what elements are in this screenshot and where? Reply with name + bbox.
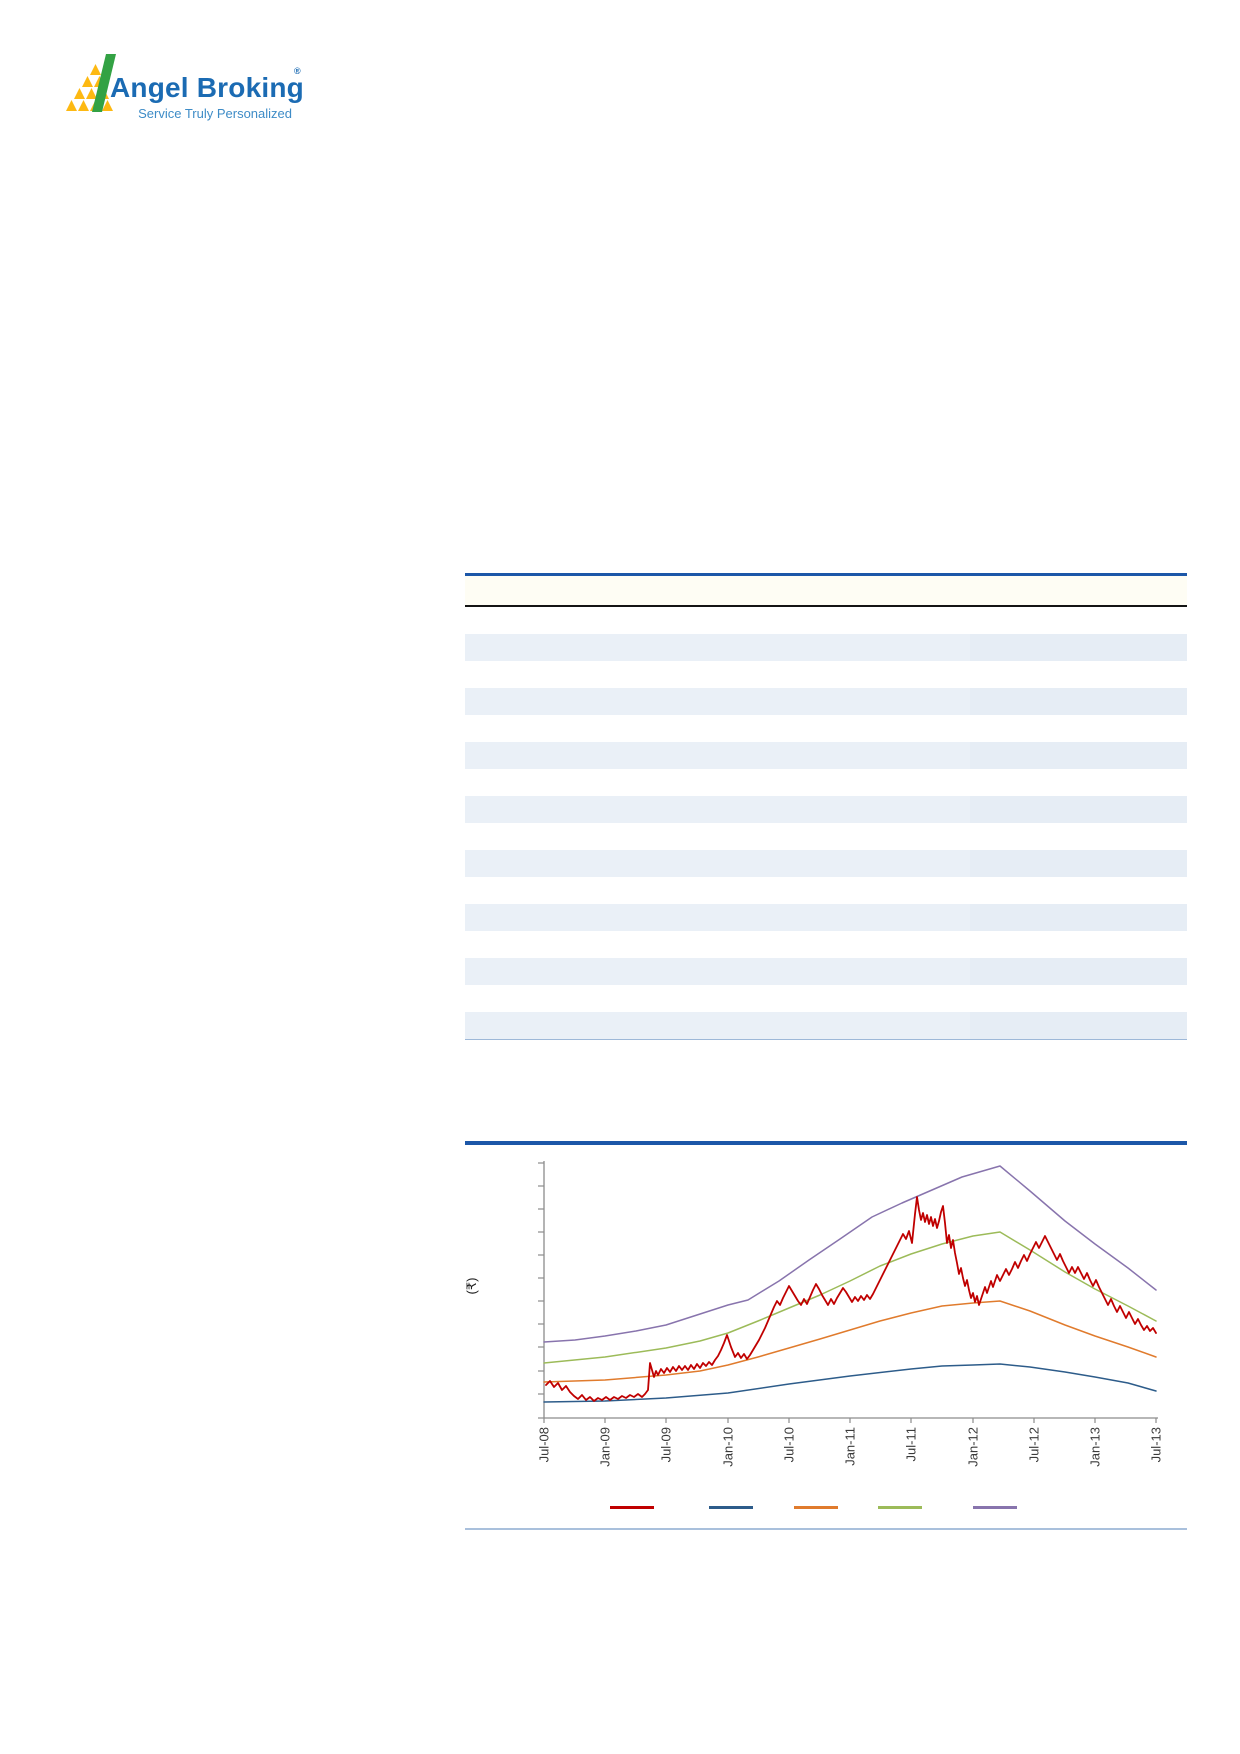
x-tick-label: Jul-12	[1027, 1427, 1042, 1462]
series-price	[545, 1196, 1157, 1402]
table-row	[465, 634, 1187, 661]
table-cell	[465, 904, 971, 931]
table-cell	[970, 985, 1187, 1012]
table-row	[465, 715, 1187, 742]
series-band-upper	[543, 1165, 1157, 1343]
x-tick-label: Jan-10	[721, 1427, 736, 1467]
table-row	[465, 688, 1187, 715]
table-cell	[970, 823, 1187, 850]
financials-table	[465, 573, 1187, 1040]
table-body	[465, 607, 1187, 1039]
chart-bottom-rule	[465, 1528, 1187, 1530]
table-row	[465, 877, 1187, 904]
legend-swatch	[794, 1506, 838, 1509]
table-cell	[970, 850, 1187, 877]
table-cell	[465, 958, 971, 985]
legend-swatch	[878, 1506, 922, 1509]
x-tick-label: Jul-10	[782, 1427, 797, 1462]
table-row	[465, 985, 1187, 1012]
table-row	[465, 1012, 1187, 1039]
logo-tagline: Service Truly Personalized	[138, 106, 292, 121]
series-band-mid-low	[543, 1300, 1157, 1383]
x-tick-label: Jul-08	[537, 1427, 552, 1462]
table-cell	[970, 715, 1187, 742]
chart-section-rule	[465, 1141, 1187, 1145]
x-tick-label: Jul-11	[904, 1427, 919, 1461]
table-cell	[465, 931, 970, 958]
x-tick-label: Jan-13	[1088, 1427, 1103, 1467]
table-row	[465, 769, 1187, 796]
logo-small-triangle	[66, 100, 77, 111]
table-row	[465, 796, 1187, 823]
angel-broking-triangle-icon	[66, 54, 116, 112]
table-top-rule	[465, 573, 1187, 576]
table-row	[465, 742, 1187, 769]
table-cell	[970, 688, 1187, 715]
table-row	[465, 607, 1187, 634]
table-cell	[970, 769, 1187, 796]
table-row	[465, 931, 1187, 958]
table-cell	[970, 634, 1187, 661]
table-cell	[970, 1012, 1187, 1039]
table-row	[465, 904, 1187, 931]
logo-small-triangle	[74, 88, 85, 99]
table-cell	[465, 985, 970, 1012]
table-cell	[970, 796, 1187, 823]
table-cell	[970, 607, 1187, 634]
table-row	[465, 958, 1187, 985]
table-cell	[970, 877, 1187, 904]
table-cell	[465, 688, 971, 715]
x-tick-label: Jul-09	[659, 1427, 674, 1462]
table-cell	[465, 877, 970, 904]
logo-small-triangle	[102, 100, 113, 111]
logo-small-triangle	[82, 76, 93, 87]
table-cell	[970, 931, 1187, 958]
legend-swatch	[973, 1506, 1017, 1509]
table-cell	[465, 742, 971, 769]
table-cell	[465, 796, 971, 823]
series-band-lower	[543, 1363, 1157, 1403]
table-row	[465, 661, 1187, 688]
table-cell	[970, 661, 1187, 688]
logo-small-triangle	[78, 100, 89, 111]
table-cell	[465, 634, 971, 661]
table-cell	[465, 607, 970, 634]
table-cell	[465, 769, 970, 796]
table-cell	[465, 661, 970, 688]
logo-small-triangle	[86, 88, 97, 99]
table-cell	[970, 904, 1187, 931]
logo-brand-text: Angel Broking	[110, 72, 304, 103]
table-cell	[970, 958, 1187, 985]
table-cell	[465, 850, 971, 877]
table-cell	[465, 823, 970, 850]
registered-trademark-icon: ®	[294, 66, 301, 76]
table-cell	[465, 1012, 971, 1039]
series-band-mid-high	[543, 1231, 1157, 1364]
angel-broking-logo: Angel Broking ® Service Truly Personaliz…	[56, 54, 316, 134]
pe-band-chart-svg: Jul-08 Jan-09 Jul-09 Jan-10 Jul-10 Jan-11 Jul-…	[464, 1161, 1164, 1509]
table-bottom-rule	[465, 1039, 1187, 1040]
x-tick-label: Jan-09	[598, 1427, 613, 1467]
legend-swatch	[709, 1506, 753, 1509]
pe-band-chart: Jul-08 Jan-09 Jul-09 Jan-10 Jul-10 Jan-11 Jul-…	[455, 1150, 1187, 1528]
x-tick-label: Jan-12	[966, 1427, 981, 1467]
y-axis-unit-label: (₹)	[464, 1278, 479, 1295]
x-tick-label: Jul-13	[1149, 1427, 1164, 1462]
table-cell	[970, 742, 1187, 769]
x-tick-label: Jan-11	[843, 1427, 858, 1466]
table-header-row	[465, 576, 1187, 607]
logo-small-triangle	[90, 64, 101, 75]
legend-swatch	[610, 1506, 654, 1509]
table-row	[465, 850, 1187, 877]
table-cell	[465, 715, 970, 742]
table-row	[465, 823, 1187, 850]
